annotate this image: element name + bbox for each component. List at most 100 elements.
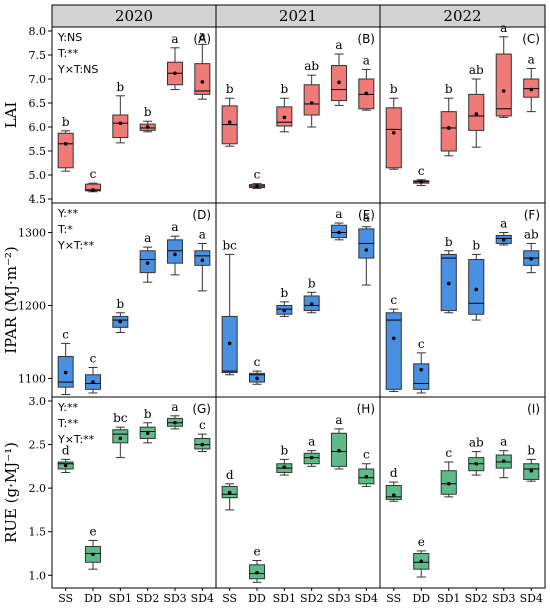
significance-letter: ab bbox=[304, 59, 319, 73]
significance-letter: c bbox=[90, 351, 97, 365]
significance-letter: a bbox=[199, 28, 206, 42]
y-tick-label: 8.0 bbox=[29, 25, 47, 38]
box-ss: b bbox=[385, 82, 402, 170]
panel-frame bbox=[51, 202, 217, 398]
mean-dot bbox=[118, 436, 123, 441]
mean-dot bbox=[474, 112, 479, 116]
box-body bbox=[194, 250, 211, 266]
mean-dot bbox=[474, 461, 479, 466]
x-tick-label-dd: DD bbox=[84, 592, 102, 605]
y-tick-label: 1.5 bbox=[29, 526, 47, 539]
significance-letter: a bbox=[335, 413, 342, 427]
mean-dot bbox=[118, 319, 123, 324]
mean-dot bbox=[529, 256, 534, 261]
box-body bbox=[112, 429, 129, 444]
box-sd2: ab bbox=[468, 63, 485, 148]
stats-annotation: Y×T:** bbox=[57, 433, 95, 446]
box-body bbox=[385, 107, 402, 169]
box-sd3: a bbox=[166, 220, 184, 276]
stats-annotation: Y:** bbox=[57, 401, 78, 414]
significance-letter: d bbox=[226, 468, 234, 482]
mean-dot bbox=[364, 475, 369, 479]
mean-dot bbox=[419, 179, 424, 184]
mean-dot bbox=[309, 101, 314, 105]
box-sd1: c bbox=[440, 446, 457, 498]
significance-letter: c bbox=[199, 418, 206, 432]
panel-label: (I) bbox=[527, 402, 540, 416]
significance-letter: bc bbox=[222, 238, 237, 252]
box-dd: c bbox=[413, 164, 430, 187]
box-dd: e bbox=[248, 544, 266, 583]
significance-letter: c bbox=[90, 167, 97, 181]
mean-dot bbox=[173, 252, 177, 257]
significance-letter: a bbox=[171, 32, 178, 46]
mean-dot bbox=[282, 465, 287, 470]
y-axis-labels: LAI IPAR (MJ·m⁻²) RUE (g·MJ⁻¹) bbox=[2, 102, 20, 543]
mean-dot bbox=[446, 481, 451, 486]
box-body bbox=[413, 363, 430, 390]
significance-letter: a bbox=[171, 220, 178, 234]
mean-dot bbox=[255, 376, 259, 381]
box-sd4: a bbox=[194, 227, 211, 292]
box-sd1: bc bbox=[112, 411, 129, 459]
stats-annotation: Y:NS bbox=[57, 31, 82, 44]
x-tick-label-sd4: SD4 bbox=[520, 592, 543, 605]
box-dd: c bbox=[248, 355, 266, 385]
significance-letter: b bbox=[472, 238, 480, 252]
box-sd3: a bbox=[166, 400, 184, 430]
year-header-2020: 2020 bbox=[115, 7, 153, 25]
y-axis-label-lai: LAI bbox=[2, 102, 20, 129]
box-sd4: ab bbox=[523, 227, 540, 274]
x-tick-label-ss: SS bbox=[58, 592, 73, 605]
box-dd: c bbox=[248, 168, 266, 189]
box-ss: d bbox=[385, 466, 402, 502]
significance-letter: a bbox=[308, 435, 315, 449]
significance-letter: ab bbox=[524, 227, 539, 241]
x-tick-label-sd1: SD1 bbox=[273, 592, 296, 605]
mean-dot bbox=[145, 125, 150, 129]
box-ss: b bbox=[57, 115, 74, 172]
panel-frame bbox=[379, 396, 546, 589]
box-body bbox=[468, 259, 485, 315]
box-body bbox=[495, 53, 512, 117]
box-sd2: b bbox=[303, 276, 320, 314]
mean-dot bbox=[337, 80, 341, 85]
y-axis-label-ipar: IPAR (MJ·m⁻²) bbox=[2, 246, 20, 354]
box-sd4: c bbox=[358, 448, 375, 487]
stats-annotation: T:** bbox=[57, 417, 79, 430]
mean-dot bbox=[227, 120, 232, 124]
box-body bbox=[385, 485, 402, 500]
y-tick-label: 5.0 bbox=[29, 169, 47, 182]
stats-annotation: Y:** bbox=[57, 207, 78, 220]
box-sd3: a bbox=[330, 207, 348, 241]
significance-letter: c bbox=[62, 327, 69, 341]
mean-dot bbox=[391, 336, 396, 341]
box-body bbox=[385, 312, 402, 390]
y-tick-label: 2.0 bbox=[29, 482, 47, 495]
box-sd3: a bbox=[330, 38, 348, 106]
mean-dot bbox=[91, 552, 95, 557]
y-tick-label: 1300 bbox=[18, 227, 46, 240]
y-tick-label: 5.5 bbox=[29, 145, 47, 158]
box-sd4: a bbox=[523, 52, 540, 113]
box-body bbox=[57, 132, 74, 169]
mean-dot bbox=[255, 184, 259, 188]
box-sd2: ab bbox=[303, 59, 320, 128]
y-tick-label: 6.0 bbox=[29, 121, 47, 134]
box-sd3: a bbox=[495, 435, 512, 479]
box-sd2: ab bbox=[468, 436, 485, 476]
mean-dot bbox=[282, 308, 287, 313]
significance-letter: c bbox=[363, 448, 370, 462]
stats-annotation: Y×T:** bbox=[57, 239, 95, 252]
mean-dot bbox=[173, 420, 177, 425]
box-sd4: a bbox=[358, 53, 375, 111]
box-dd: e bbox=[413, 535, 430, 578]
box-body bbox=[303, 84, 320, 116]
significance-letter: c bbox=[254, 355, 261, 369]
x-tick-label-sd2: SD2 bbox=[136, 592, 159, 605]
mean-dot bbox=[337, 230, 341, 235]
mean-dot bbox=[501, 89, 506, 93]
mean-dot bbox=[227, 341, 232, 346]
mean-dot bbox=[309, 302, 314, 306]
stats-annotation: T:** bbox=[57, 47, 79, 60]
